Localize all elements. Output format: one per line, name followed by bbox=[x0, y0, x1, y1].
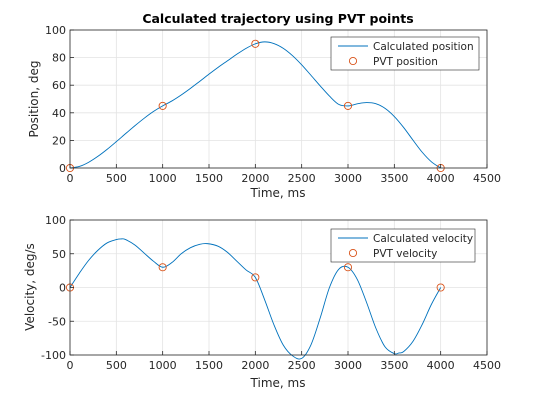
position-ytick-label: 60 bbox=[52, 79, 66, 92]
position-xtick-label: 3000 bbox=[334, 172, 362, 185]
velocity-xtick-label: 3000 bbox=[334, 359, 362, 372]
velocity-ytick-label: 100 bbox=[45, 214, 66, 227]
velocity-data-point bbox=[343, 263, 353, 272]
velocity-xtick-label: 1000 bbox=[149, 359, 177, 372]
position-axes: 0 500 1000 1500 2000 2500 3000 3500 4000 4500 0 20 4… bbox=[27, 11, 501, 200]
velocity-ylabel: Velocity, deg/s bbox=[23, 243, 37, 331]
velocity-xtick-label: 1500 bbox=[195, 359, 223, 372]
position-xtick-label: 1500 bbox=[195, 172, 223, 185]
position-xtick-label: 1000 bbox=[149, 172, 177, 185]
position-legend-label: PVT position bbox=[373, 56, 438, 68]
velocity-ytick-label: 50 bbox=[52, 248, 66, 261]
position-axes-box bbox=[69, 29, 488, 169]
position-xtick-label: 500 bbox=[106, 172, 127, 185]
position-title: Calculated trajectory using PVT points bbox=[142, 11, 413, 26]
position-xtick-label: 2500 bbox=[288, 172, 316, 185]
velocity-xtick-label: 0 bbox=[67, 359, 74, 372]
velocity-series-line bbox=[69, 238, 442, 360]
velocity-xtick-label: 4000 bbox=[427, 359, 455, 372]
position-xtick-label: 3500 bbox=[380, 172, 408, 185]
position-xlabel: Time, ms bbox=[250, 186, 306, 200]
position-legend: Calculated position PVT position bbox=[330, 36, 480, 71]
position-xtick-label: 4500 bbox=[473, 172, 501, 185]
position-data-point bbox=[251, 39, 260, 48]
velocity-xlabel: Time, ms bbox=[250, 376, 306, 390]
velocity-legend: Calculated velocity PVT velocity bbox=[330, 228, 476, 263]
velocity-legend-label: Calculated velocity bbox=[373, 233, 473, 245]
velocity-xtick-label: 4500 bbox=[473, 359, 501, 372]
position-xtick-label: 4000 bbox=[427, 172, 455, 185]
velocity-data-point bbox=[158, 263, 167, 272]
position-series-line bbox=[69, 41, 441, 169]
velocity-ytick-label: 0 bbox=[59, 282, 66, 295]
position-legend-marker-swatch bbox=[348, 56, 358, 66]
position-ytick-label: 0 bbox=[59, 162, 66, 175]
position-xtick-label: 0 bbox=[67, 172, 74, 185]
velocity-xtick-label: 2000 bbox=[241, 359, 269, 372]
position-ytick-label: 40 bbox=[52, 107, 66, 120]
velocity-legend-label: PVT velocity bbox=[373, 248, 437, 260]
position-xtick-label: 2000 bbox=[241, 172, 269, 185]
velocity-ytick-label: -50 bbox=[48, 315, 66, 328]
position-ylabel: Position, deg bbox=[27, 61, 41, 138]
velocity-data-point bbox=[251, 273, 260, 282]
position-ytick-label: 100 bbox=[45, 24, 66, 37]
velocity-ticks: 0 500 1000 1500 2000 2500 3000 3500 4000 4500-100… bbox=[41, 214, 501, 372]
velocity-xtick-label: 500 bbox=[106, 359, 127, 372]
velocity-data-point bbox=[436, 283, 445, 292]
velocity-xtick-label: 2500 bbox=[288, 359, 316, 372]
velocity-axes: 0 500 1000 1500 2000 2500 3000 3500 4000 4500-100… bbox=[23, 214, 501, 390]
position-legend-label: Calculated position bbox=[373, 41, 474, 53]
position-ytick-label: 80 bbox=[52, 52, 66, 65]
velocity-ytick-label: -100 bbox=[41, 349, 66, 362]
position-data-point bbox=[343, 101, 353, 110]
velocity-xtick-label: 3500 bbox=[380, 359, 408, 372]
position-legend-box bbox=[330, 36, 480, 71]
velocity-legend-marker-swatch bbox=[348, 248, 358, 258]
position-data-point bbox=[158, 101, 167, 110]
position-ticks: 0 500 1000 1500 2000 2500 3000 3500 4000 4500 0 20 4… bbox=[45, 24, 501, 185]
position-ytick-label: 20 bbox=[52, 134, 66, 147]
